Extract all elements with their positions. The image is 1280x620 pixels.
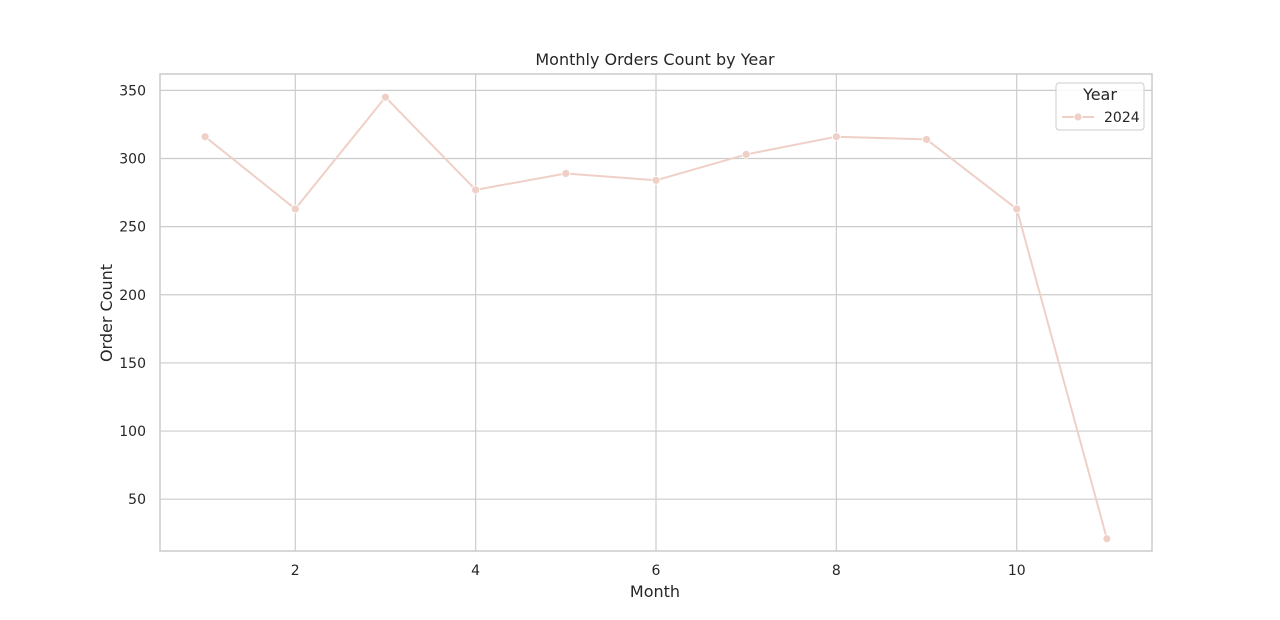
- data-point: [290, 204, 300, 214]
- legend: Year 2024: [1055, 82, 1145, 131]
- data-point: [471, 185, 481, 195]
- y-tick-label: 50: [128, 492, 146, 508]
- plot-frame: [159, 73, 1153, 552]
- y-axis-label: Order Count: [97, 264, 116, 362]
- chart-title: Monthly Orders Count by Year: [535, 50, 775, 69]
- y-axis-ticks: 50 100 150 200 250 300 350: [119, 83, 146, 508]
- data-point: [831, 132, 841, 142]
- data-point: [561, 169, 571, 178]
- data-point: [381, 92, 390, 102]
- x-tick-label: 2: [291, 563, 300, 579]
- series-layer: [200, 92, 1112, 544]
- y-tick-label: 250: [119, 220, 146, 236]
- y-tick-label: 100: [119, 424, 146, 440]
- legend-series-marker: [1073, 112, 1083, 122]
- data-point: [651, 175, 661, 185]
- legend-title: Year: [1082, 85, 1117, 104]
- data-point: [200, 132, 210, 142]
- x-tick-label: 6: [652, 563, 661, 579]
- x-tick-label: 10: [1008, 563, 1026, 579]
- data-point: [922, 135, 931, 144]
- x-tick-label: 4: [471, 563, 480, 579]
- y-tick-label: 300: [119, 151, 146, 167]
- data-point: [1012, 204, 1022, 214]
- y-tick-label: 150: [119, 356, 146, 372]
- data-point: [741, 150, 751, 159]
- x-tick-label: 8: [832, 563, 841, 579]
- grid-lines: [160, 74, 1152, 551]
- x-axis-ticks: 2 4 6 8 10: [291, 563, 1026, 579]
- x-axis-label: Month: [630, 582, 680, 601]
- data-point: [1102, 534, 1112, 544]
- y-tick-label: 350: [119, 83, 146, 99]
- legend-series-label: 2024: [1104, 110, 1140, 126]
- y-tick-label: 200: [119, 288, 146, 304]
